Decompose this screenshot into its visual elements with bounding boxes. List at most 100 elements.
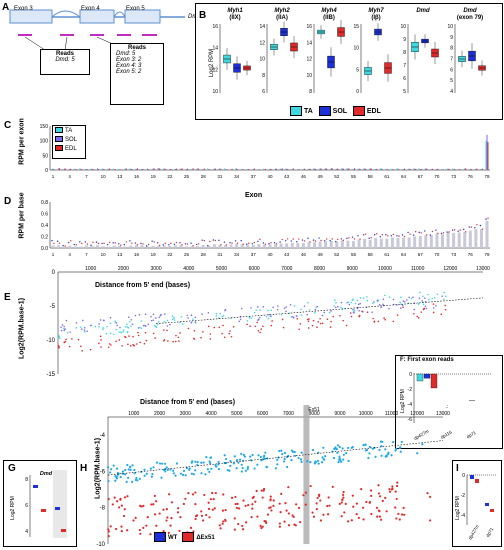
d-dot-edl-11	[114, 242, 116, 244]
c-bar-45-0	[301, 169, 303, 170]
h-point-0-133	[226, 468, 229, 472]
h-point-0-60	[249, 455, 252, 458]
d-dot-edl-7	[92, 241, 94, 243]
h-point-0-198	[161, 462, 164, 465]
e-point-1-83	[323, 311, 326, 314]
h-point-1-173	[222, 520, 225, 523]
d-dot-edl-20	[164, 242, 166, 245]
e-point-1-44	[435, 305, 437, 307]
h-point-0-119	[238, 458, 242, 461]
e-point-1-0	[441, 295, 443, 297]
h-point-0-163	[242, 453, 245, 456]
e-point-0-32	[431, 297, 434, 300]
e-point-0-53	[109, 332, 112, 335]
c-bar-59-0	[379, 168, 381, 170]
gene-ytick-4-2: 8	[403, 50, 406, 56]
e-point-0-113	[171, 315, 174, 317]
h-point-1-49	[377, 492, 381, 495]
e-point-2-76	[144, 331, 147, 334]
c-bar-58-2	[376, 168, 378, 170]
h-point-1-37	[116, 500, 119, 503]
d-bar-11	[112, 245, 116, 248]
h-point-0-67	[127, 468, 130, 471]
e-point-2-75	[81, 350, 83, 352]
e-point-1-68	[348, 303, 351, 306]
h-point-1-44	[192, 530, 195, 533]
c-bar-52-1	[341, 168, 343, 170]
h-point-1-4	[256, 515, 259, 518]
e-point-2-46	[416, 315, 419, 318]
e-point-0-117	[248, 317, 251, 319]
e-point-2-52	[260, 328, 263, 330]
h-point-0-141	[398, 446, 401, 450]
c-bar-69-1	[436, 168, 438, 170]
d-dot-edl-46	[309, 241, 311, 243]
c-bar-16-1	[141, 168, 143, 170]
reads-box-left-line: Dmd: 5	[55, 57, 75, 63]
d-dot-edl-69	[437, 232, 439, 235]
e-point-0-52	[140, 320, 143, 322]
e-point-0-40	[399, 301, 401, 304]
c-bar-37-2	[259, 169, 261, 170]
d-bar-46	[307, 242, 311, 248]
h-point-1-119	[344, 502, 347, 505]
c-bar-52-0	[340, 168, 342, 170]
h-point-0-144	[332, 456, 336, 460]
e-point-2-78	[115, 340, 117, 343]
e-point-2-21	[417, 317, 420, 319]
d-dot-sol-21	[168, 244, 170, 246]
c-bar-66-2	[420, 169, 422, 170]
h-point-0-171	[209, 456, 213, 459]
c-bar-57-2	[370, 168, 372, 170]
h-point-0-131	[347, 446, 350, 450]
d-dot-edl-8	[97, 242, 100, 245]
h-point-0-150	[291, 450, 295, 454]
gene-title-5: Dmd	[463, 8, 477, 14]
d-dot-sol-50	[329, 239, 331, 242]
d-dot-sol-52	[340, 238, 343, 240]
h-point-0-123	[242, 459, 245, 462]
d-dot-edl-54	[353, 238, 356, 240]
h-point-0-36	[380, 454, 383, 457]
c-bar-59-1	[380, 168, 382, 170]
e-point-1-48	[190, 314, 193, 316]
h-point-1-103	[123, 508, 126, 511]
h-ytick-3: -10	[96, 542, 105, 548]
e-xtick-0: 1000	[85, 266, 96, 272]
c-bar-25-0	[190, 168, 192, 170]
i-ytick-2: -4	[461, 513, 466, 519]
h-point-1-155	[262, 487, 266, 491]
d-dot-sol-54	[351, 236, 354, 238]
e-point-0-64	[259, 309, 262, 312]
i-wt-dp71	[485, 503, 489, 506]
c-bar-61-1	[391, 169, 393, 170]
c-bar-15-1	[135, 168, 137, 170]
c-bar-50-0	[329, 168, 331, 170]
h-point-1-136	[370, 512, 373, 516]
h-point-1-17	[191, 493, 195, 496]
e-point-1-51	[138, 313, 141, 316]
c-bar-42-1	[286, 168, 288, 170]
e-point-0-19	[102, 328, 104, 331]
c-bar-24-1	[186, 168, 188, 170]
h-point-0-88	[181, 473, 185, 477]
h-point-1-0	[380, 518, 383, 521]
d-bar-58	[374, 238, 378, 248]
f-ytick-0: 0	[409, 372, 412, 378]
e-point-0-26	[98, 325, 100, 328]
c-bar-5-0	[79, 168, 81, 170]
c-bar-58-1	[375, 168, 377, 170]
h-point-1-45	[194, 491, 197, 494]
h-point-0-208	[345, 452, 348, 455]
h-point-1-73	[177, 507, 180, 510]
h-point-1-28	[187, 492, 190, 495]
c-bar-15-2	[136, 168, 138, 170]
h-point-0-79	[217, 460, 220, 464]
d-dot-sol-18	[151, 240, 153, 242]
e-point-1-21	[102, 319, 105, 322]
c-bar-53-2	[348, 168, 350, 170]
h-point-0-84	[337, 461, 340, 464]
c-bar-21-2	[170, 168, 172, 170]
e-point-0-82	[328, 311, 331, 314]
e-point-2-26	[345, 324, 348, 327]
